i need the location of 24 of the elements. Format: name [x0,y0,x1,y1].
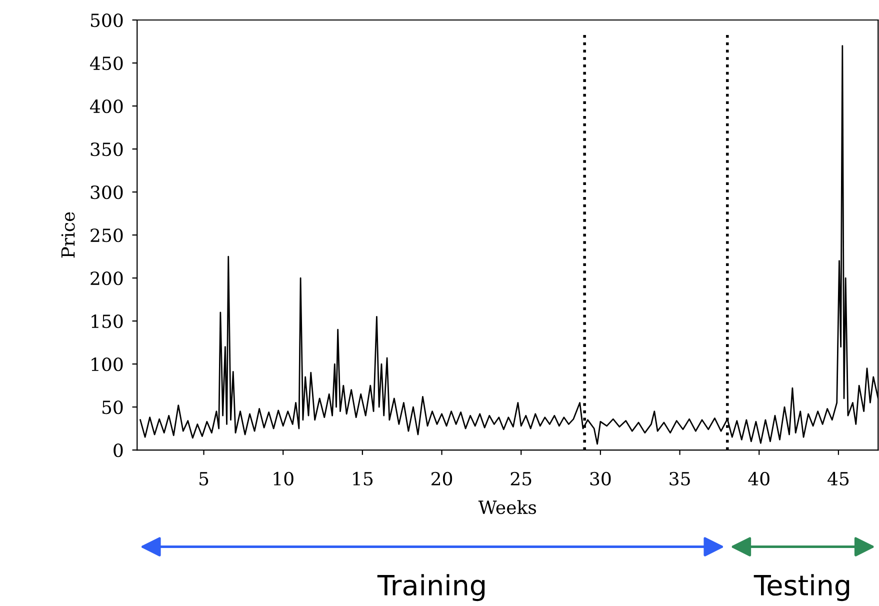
x-tick-label: 5 [200,472,208,486]
y-tick-label: 450 [90,56,123,70]
y-axis-title: Price [61,212,75,258]
x-tick-label: 15 [353,472,373,486]
text: Testing [754,574,850,602]
text: Training [377,574,485,602]
y-tick-label: 150 [92,314,123,328]
x-tick-label: 30 [590,472,611,486]
y-tick-label: 350 [90,142,123,156]
y-tick-label: 250 [90,228,123,242]
x-tick-label: 40 [748,472,770,486]
y-tick-label: 400 [90,99,123,114]
x-tick-label: 25 [510,472,532,486]
x-tick-label: 35 [670,472,690,486]
x-tick-label: 20 [432,472,452,486]
y-tick-label: 500 [91,13,123,28]
x-tick-label: 45 [828,472,849,486]
y-tick-label: 0 [114,443,123,458]
y-tick-label: 100 [92,357,123,372]
y-tick-label: 300 [90,185,123,200]
x-tick-label: 10 [274,472,294,486]
x-axis-title: Weeks [478,500,536,514]
y-tick-label: 50 [102,400,123,414]
y-tick-label: 200 [90,271,123,286]
